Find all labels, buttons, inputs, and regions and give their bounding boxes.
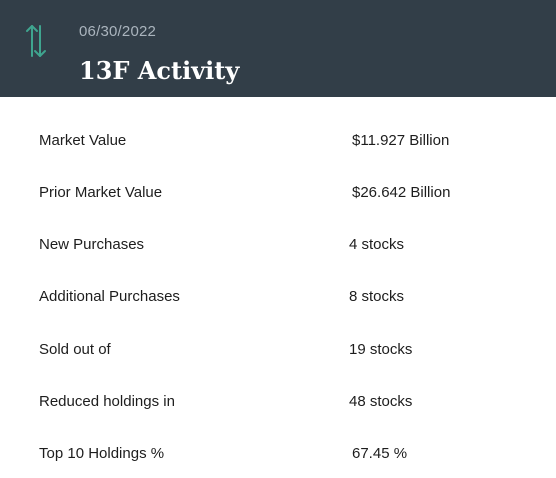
report-date: 06/30/2022 — [79, 23, 157, 40]
row-label: New Purchases — [39, 236, 145, 253]
vertical-arrows-icon — [22, 22, 50, 60]
row-value: $11.927 Billion — [352, 132, 450, 149]
card-header: 06/30/2022 13F Activity — [0, 0, 556, 97]
list-item-new-purchases: New Purchases 4 stocks — [0, 230, 556, 260]
row-value: 19 stocks — [349, 341, 413, 358]
list-item-additional-purchases: Additional Purchases 8 stocks — [0, 282, 556, 312]
row-label: Reduced holdings in — [39, 393, 175, 410]
list-item-prior-market-value: Prior Market Value $26.642 Billion — [0, 178, 556, 208]
list-item-sold-out-of: Sold out of 19 stocks — [0, 335, 556, 365]
row-label: Prior Market Value — [39, 184, 163, 201]
row-label: Sold out of — [39, 341, 111, 358]
row-label: Top 10 Holdings % — [39, 445, 165, 462]
row-value: $26.642 Billion — [352, 184, 451, 201]
page-title: 13F Activity — [79, 56, 240, 85]
list-item-market-value: Market Value $11.927 Billion — [0, 126, 556, 156]
row-value: 48 stocks — [349, 393, 413, 410]
row-value: 4 stocks — [349, 236, 405, 253]
list-item-reduced-holdings: Reduced holdings in 48 stocks — [0, 387, 556, 417]
row-label: Additional Purchases — [39, 288, 180, 305]
list-item-top-10-holdings: Top 10 Holdings % 67.45 % — [0, 439, 556, 469]
row-label: Market Value — [39, 132, 127, 149]
row-value: 67.45 % — [352, 445, 408, 462]
row-value: 8 stocks — [349, 288, 405, 305]
